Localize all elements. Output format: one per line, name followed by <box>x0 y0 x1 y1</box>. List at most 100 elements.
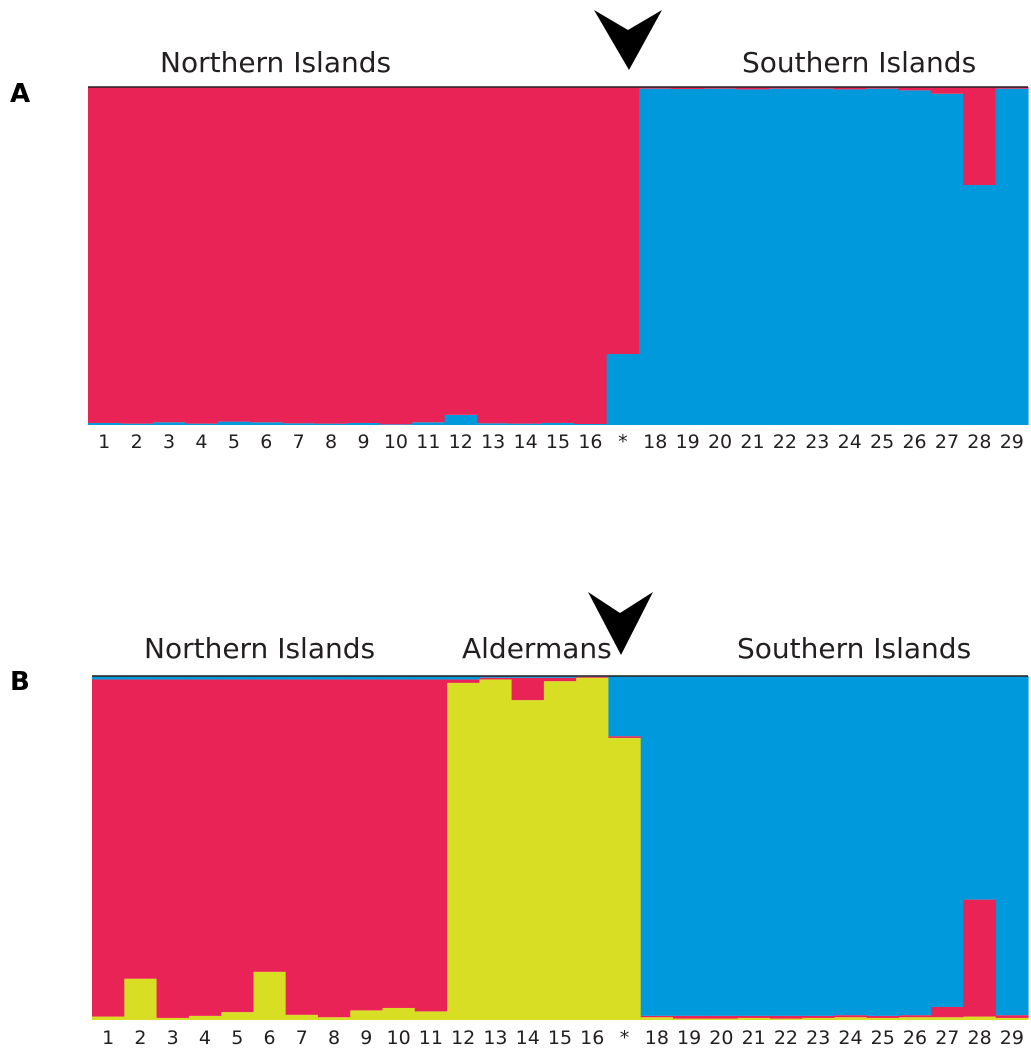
bar-b-yellow-1 <box>92 1016 125 1020</box>
bar-b-red-4 <box>188 679 222 1016</box>
bar-a-blue-11 <box>412 422 446 425</box>
bar-b-yellow-3 <box>156 1017 190 1020</box>
bar-b-red-28 <box>963 899 997 1017</box>
tick-label-b-3: 3 <box>167 1027 179 1049</box>
panel-b-boundary-arrow <box>588 592 653 655</box>
bar-a-red-26 <box>898 87 932 91</box>
bar-a-red-6 <box>250 87 284 423</box>
bar-b-red-8 <box>317 679 351 1018</box>
tick-label-a-22: 22 <box>773 431 797 453</box>
tick-label-b-8: 8 <box>328 1027 340 1049</box>
tick-label-a-star: * <box>618 431 628 453</box>
bar-a-red-7 <box>282 87 316 424</box>
tick-label-a-13: 13 <box>481 431 505 453</box>
bar-a-red-13 <box>476 87 510 424</box>
bar-b-blue-12 <box>447 676 480 680</box>
bar-b-red-27 <box>931 1006 965 1018</box>
bar-b-red-21 <box>737 1015 771 1018</box>
tick-label-b-6: 6 <box>263 1027 275 1049</box>
bar-a-blue-18 <box>639 88 673 425</box>
tick-label-a-28: 28 <box>967 431 991 453</box>
tick-label-a-4: 4 <box>195 431 207 453</box>
bar-a-blue-24 <box>833 89 867 426</box>
bar-a-red-11 <box>412 87 446 423</box>
bar-a-blue-23 <box>801 88 835 425</box>
bar-a-red-4 <box>185 87 219 424</box>
tick-label-b-25: 25 <box>871 1027 895 1049</box>
bar-a-red-14 <box>509 87 543 424</box>
bar-b-red-20 <box>705 1015 739 1019</box>
bar-b-blue-22 <box>769 676 803 1016</box>
bar-a-blue-10 <box>379 424 413 425</box>
bar-a-red-5 <box>217 87 251 422</box>
bar-b-blue-10 <box>382 676 416 680</box>
tick-label-a-3: 3 <box>163 431 175 453</box>
bar-b-red-14 <box>511 677 545 701</box>
tick-label-b-1: 1 <box>102 1027 114 1049</box>
bar-b-yellow-4 <box>188 1015 222 1020</box>
bar-a-red-25 <box>865 87 899 89</box>
bar-a-red-12 <box>444 87 478 415</box>
tick-label-b-5: 5 <box>231 1027 243 1049</box>
bar-b-blue-23 <box>802 676 835 1016</box>
bar-b-blue-11 <box>414 676 448 680</box>
tick-label-b-15: 15 <box>548 1027 572 1049</box>
tick-label-b-16: 16 <box>580 1027 604 1049</box>
bar-b-yellow-20 <box>705 1018 739 1020</box>
tick-label-a-26: 26 <box>902 431 926 453</box>
bar-b-red-1 <box>92 679 125 1017</box>
bar-b-red-2 <box>124 679 158 979</box>
bar-a-blue-14 <box>509 423 543 425</box>
tick-label-a-9: 9 <box>357 431 369 453</box>
bar-b-yellow-15 <box>543 681 577 1020</box>
bar-a-red-28 <box>963 87 997 186</box>
bar-b-yellow-5 <box>221 1012 254 1020</box>
tick-label-a-27: 27 <box>935 431 959 453</box>
tick-label-b-10: 10 <box>387 1027 411 1049</box>
tick-label-b-24: 24 <box>838 1027 862 1049</box>
tick-label-b-11: 11 <box>419 1027 443 1049</box>
tick-label-a-11: 11 <box>416 431 440 453</box>
tick-label-b-12: 12 <box>451 1027 475 1049</box>
bar-b-blue-15 <box>543 676 577 678</box>
bar-b-yellow-star <box>608 737 642 1020</box>
tick-label-a-21: 21 <box>740 431 764 453</box>
tick-label-a-6: 6 <box>260 431 272 453</box>
tick-label-a-7: 7 <box>293 431 305 453</box>
bar-a-blue-3 <box>152 422 186 425</box>
tick-label-b-13: 13 <box>483 1027 507 1049</box>
panel-a-label: A <box>10 79 30 109</box>
bar-b-red-7 <box>285 679 319 1015</box>
bar-a-blue-19 <box>671 89 705 425</box>
bar-b-yellow-16 <box>576 677 610 1020</box>
bar-a-red-3 <box>152 87 186 423</box>
tick-label-a-24: 24 <box>838 431 862 453</box>
tick-label-b-2: 2 <box>134 1027 146 1049</box>
bar-b-red-5 <box>221 679 254 1013</box>
tick-label-a-23: 23 <box>805 431 829 453</box>
panel-a-group-northern: Northern Islands <box>160 46 391 79</box>
bar-a-red-22 <box>768 87 802 89</box>
panel-a-tick-labels: 1 2 3 4 5 6 7 8 9 10 11 12 13 14 15 16 * 18 19 20 21 22 23 24 25… <box>98 431 1024 453</box>
bar-b-yellow-29 <box>995 1017 1029 1020</box>
panel-b-tick-labels: 1 2 3 4 5 6 7 8 9 10 11 12 13 14 15 16 * 18 19 20 21 22 23 24 25… <box>102 1027 1024 1049</box>
bar-b-blue-24 <box>834 676 868 1016</box>
tick-label-b-29: 29 <box>1000 1027 1024 1049</box>
panel-b-group-southern: Southern Islands <box>737 632 971 665</box>
bar-a-blue-star <box>606 354 640 425</box>
bar-b-yellow-22 <box>769 1018 803 1020</box>
bar-b-blue-1 <box>92 676 125 680</box>
tick-label-a-20: 20 <box>708 431 732 453</box>
bar-b-blue-19 <box>672 676 706 1016</box>
bar-b-blue-21 <box>737 676 771 1016</box>
bar-a-blue-25 <box>865 88 899 425</box>
tick-label-b-18: 18 <box>645 1027 669 1049</box>
bar-b-blue-25 <box>866 676 900 1016</box>
bar-b-yellow-11 <box>414 1011 448 1020</box>
bar-b-blue-18 <box>640 676 674 1016</box>
bar-a-red-2 <box>120 87 154 424</box>
bar-a-blue-26 <box>898 90 932 425</box>
bar-b-yellow-8 <box>317 1017 351 1020</box>
bar-a-blue-2 <box>120 423 154 425</box>
